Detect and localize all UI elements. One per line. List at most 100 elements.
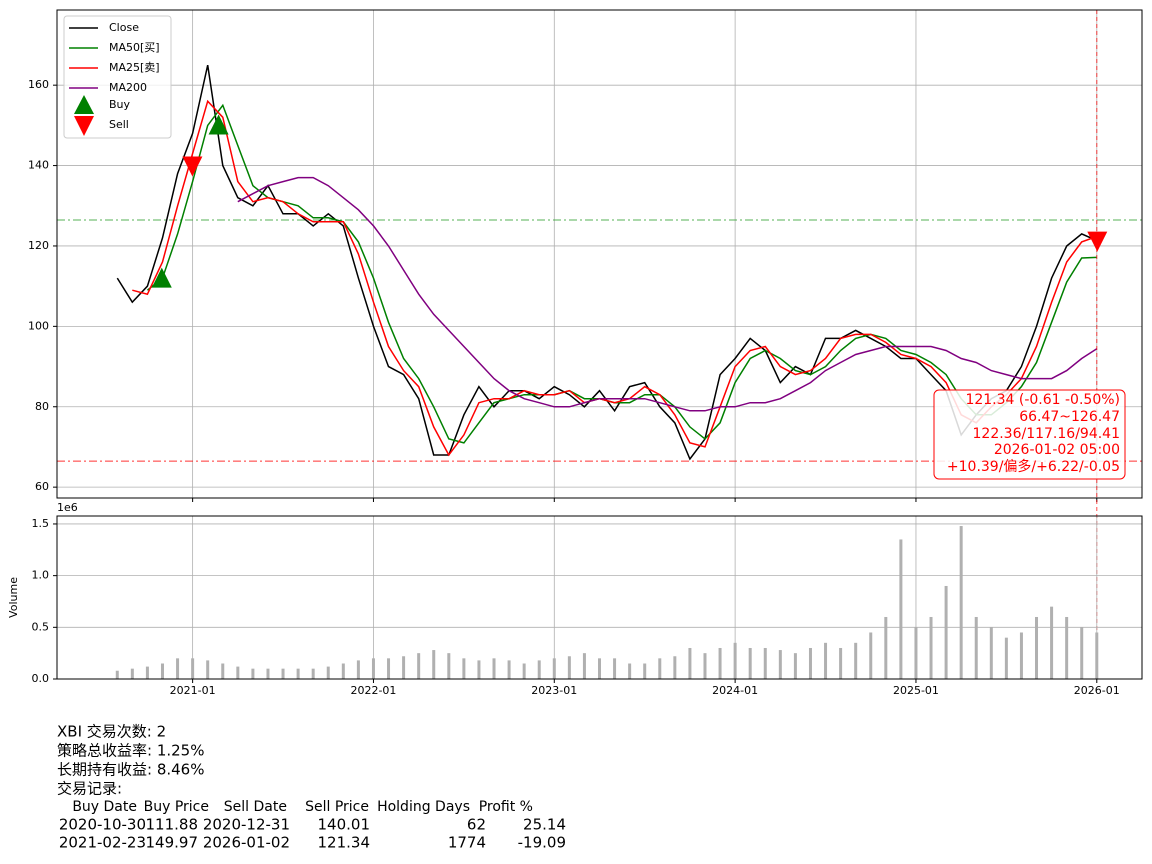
- report-line: 策略总收益率: 1.25%: [57, 742, 204, 760]
- table-cell: 121.34: [318, 834, 371, 852]
- legend-label: MA50[买]: [109, 41, 160, 54]
- buy-marker: [208, 114, 229, 135]
- volume-bar: [447, 653, 451, 679]
- volume-bar: [251, 668, 255, 679]
- x-tick-label: 2025-01: [893, 684, 939, 697]
- volume-bar: [176, 658, 180, 679]
- table-cell: 111.88: [146, 816, 199, 834]
- annotation-text: +10.39/偏多/+6.22/-0.05: [947, 458, 1120, 475]
- axes-frame: [56, 515, 1143, 680]
- volume-bar: [718, 647, 722, 679]
- y-tick-label: 100: [28, 319, 49, 332]
- volume-bar: [552, 658, 556, 679]
- volume-bar: [1019, 632, 1023, 679]
- sell-marker: [1087, 231, 1108, 252]
- volume-bar: [1050, 606, 1054, 679]
- report-line: XBI 交易次数: 2: [57, 723, 166, 741]
- legend-label: MA200: [109, 81, 147, 94]
- legend: Close MA50[买] MA25[卖] MA200 Buy Sell: [63, 15, 172, 139]
- volume-bar: [1095, 632, 1099, 679]
- series-line: [237, 176, 1098, 412]
- legend-label: Sell: [109, 118, 129, 131]
- volume-bar: [914, 627, 918, 679]
- volume-bar: [839, 647, 843, 679]
- volume-bar: [808, 647, 812, 679]
- annotation-text: 121.34 (-0.61 -0.50%): [965, 392, 1120, 408]
- volume-bar: [236, 666, 240, 679]
- volume-bar: [115, 670, 119, 679]
- volume-bar: [221, 663, 225, 679]
- volume-bar: [598, 658, 601, 679]
- volume-bar: [944, 585, 948, 679]
- volume-bar: [537, 660, 541, 679]
- volume-bar: [778, 650, 782, 679]
- volume-bar: [869, 632, 873, 679]
- axes-frame: [56, 9, 1143, 499]
- volume-bar: [356, 660, 360, 679]
- legend-swatch: [74, 116, 94, 136]
- volume-bar: [628, 663, 632, 679]
- volume-bar: [974, 616, 978, 679]
- volume-bar: [703, 653, 707, 679]
- volume-bar: [1065, 616, 1069, 679]
- table-header: Sell Date: [224, 799, 287, 815]
- volume-bar: [1080, 627, 1084, 679]
- annotation-text: 122.36/117.16/94.41: [973, 426, 1121, 442]
- volume-bar: [643, 663, 647, 679]
- volume-bar: [477, 660, 481, 679]
- table-cell: 140.01: [318, 816, 371, 834]
- report-line: 交易记录:: [57, 780, 122, 798]
- x-tick-label: 2021-01: [170, 684, 216, 697]
- x-tick-label: 2022-01: [350, 684, 396, 697]
- table-cell: 1774: [448, 834, 486, 852]
- legend-label: Close: [109, 21, 139, 34]
- x-tick-label: 2023-01: [531, 684, 577, 697]
- volume-bar: [145, 666, 149, 679]
- table-header: Buy Date: [72, 799, 137, 815]
- volume-bar: [191, 658, 195, 679]
- table-cell: 2020-12-31: [203, 816, 290, 834]
- volume-bar: [1035, 616, 1039, 679]
- volume-bar: [989, 627, 993, 679]
- table-header: Holding Days: [377, 799, 470, 815]
- table-cell: 149.97: [146, 834, 199, 852]
- y-tick-label: 1.0: [32, 569, 50, 582]
- legend-swatch: [74, 95, 94, 114]
- volume-bar: [341, 663, 345, 679]
- volume-bar: [417, 653, 421, 679]
- table-header: Buy Price: [144, 799, 209, 815]
- report-line: 长期持有收益: 8.46%: [57, 761, 204, 779]
- volume-bar: [160, 663, 164, 679]
- table-cell: 2020-10-30: [59, 816, 146, 834]
- volume-bar: [854, 642, 858, 679]
- series-line: [132, 99, 1098, 457]
- volume-bar: [658, 658, 662, 679]
- table-cell: 2021-02-23: [59, 834, 146, 852]
- volume-bar: [959, 526, 963, 679]
- buy-marker: [151, 267, 172, 288]
- legend-label: MA25[卖]: [109, 61, 160, 74]
- table-header: Profit %: [479, 799, 533, 815]
- volume-bar: [402, 656, 406, 679]
- volume-bar: [296, 668, 300, 679]
- table-cell: 2026-01-02: [203, 834, 290, 852]
- legend-label: Buy: [109, 98, 131, 111]
- volume-bar: [281, 668, 285, 679]
- volume-bar: [326, 666, 330, 679]
- volume-bar: [492, 658, 496, 679]
- volume-bar: [522, 663, 526, 679]
- volume-bar: [462, 658, 466, 679]
- y-tick-label: 80: [35, 400, 49, 413]
- volume-bar: [371, 658, 375, 679]
- volume-bar: [733, 642, 737, 679]
- table-cell: 62: [467, 816, 486, 834]
- y-tick-label: 1.5: [32, 517, 50, 530]
- annotation-text: 66.47~126.47: [1019, 409, 1120, 425]
- volume-bar: [748, 647, 752, 679]
- table-header: Sell Price: [305, 799, 369, 815]
- offset-text: 1e6: [57, 501, 78, 514]
- sell-marker: [182, 156, 203, 177]
- volume-bar: [763, 647, 767, 679]
- volume-bar: [929, 616, 933, 679]
- volume-bar: [793, 653, 797, 679]
